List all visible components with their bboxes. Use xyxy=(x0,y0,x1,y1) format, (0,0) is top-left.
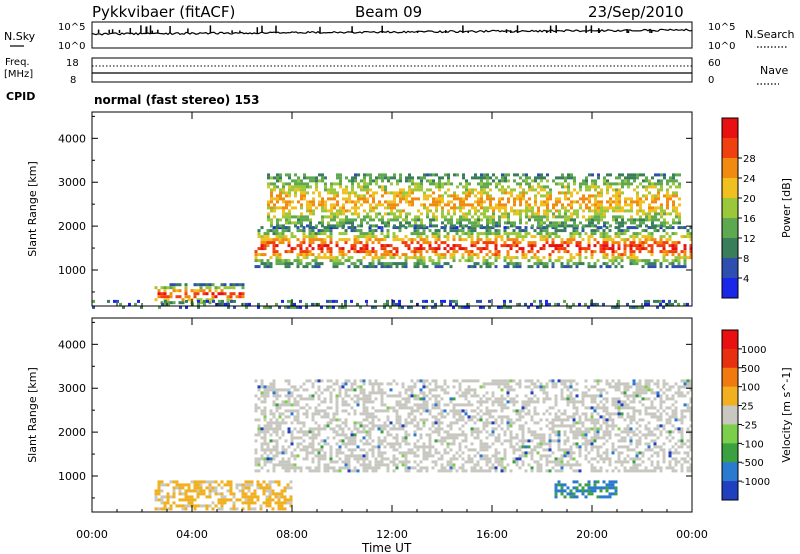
power-colorbar-swatch-3 xyxy=(722,178,738,199)
nsearch-tick-top: 10^5 xyxy=(708,22,735,33)
x-axis-label: Time UT xyxy=(361,541,412,554)
power-colorbar-label-2: 12 xyxy=(743,234,756,245)
power-colorbar-label-3: 16 xyxy=(743,214,756,225)
power-ylabel: Slant Range [km] xyxy=(26,161,39,257)
nave-tick-top: 60 xyxy=(708,58,721,69)
freq-label-2: [MHz] xyxy=(4,69,33,80)
velocity-plot-frame xyxy=(91,317,693,513)
xtick-label-3: 12:00 xyxy=(376,528,408,541)
freq-strip-frame xyxy=(91,57,693,83)
power-colorbar-swatch-1 xyxy=(722,138,738,159)
power-echo-region-0 xyxy=(154,283,245,305)
velocity-colorbar-label-1: 500 xyxy=(741,364,760,375)
nsky-line xyxy=(91,28,693,36)
power-echo-region-2 xyxy=(267,173,681,228)
freq-tick-top: 18 xyxy=(66,58,79,69)
power-colorbar-label-1: 8 xyxy=(743,254,749,265)
velocity-colorbar-swatch-4 xyxy=(722,405,738,425)
velocity-colorbar-label-2: 100 xyxy=(741,383,760,394)
date-title: 23/Sep/2010 xyxy=(588,3,684,21)
velocity-colorbar-label-5: -100 xyxy=(741,439,764,450)
power-colorbar-label-6: 28 xyxy=(743,154,756,165)
velocity-echo-region-1 xyxy=(154,480,293,511)
power-heatmap-panel: 1000 2000 3000 4000 Slant Range [km] 4 8 12 16 20… xyxy=(26,111,793,309)
velocity-colorbar: 1000 500 100 25 -25 -100 -500 -1000 Velocity [m … xyxy=(721,329,793,501)
power-ytick-label-1: 2000 xyxy=(58,220,86,233)
xtick-label-5: 20:00 xyxy=(576,528,608,541)
velocity-colorbar-swatch-5 xyxy=(722,424,738,444)
velocity-colorbar-label-4: -25 xyxy=(741,420,757,431)
station-title: Pykkvibaer (fitACF) xyxy=(92,3,235,21)
nave-tick-bottom: 0 xyxy=(708,75,714,86)
power-colorbar-swatch-8 xyxy=(722,278,738,299)
nsky-tick-top: 10^5 xyxy=(58,22,85,33)
velocity-colorbar-swatch-0 xyxy=(722,330,738,350)
velocity-colorbar-swatch-3 xyxy=(722,386,738,407)
velocity-ytick-label-1: 2000 xyxy=(58,426,86,439)
power-colorbar-swatch-2 xyxy=(722,158,738,179)
velocity-ylabel: Slant Range [km] xyxy=(26,367,39,463)
velocity-colorbar-swatch-6 xyxy=(722,443,738,463)
velocity-ytick-label-3: 4000 xyxy=(58,338,86,351)
velocity-colorbar-frame xyxy=(721,329,739,501)
power-colorbar-swatch-7 xyxy=(722,258,738,279)
velocity-echo-region-0 xyxy=(254,379,693,473)
velocity-colorbar-label-0: 1000 xyxy=(741,345,766,356)
velocity-echo-region-2 xyxy=(554,480,618,499)
nsky-label: N.Sky xyxy=(4,30,36,43)
power-colorbar-swatch-0 xyxy=(722,118,738,139)
velocity-ytick-label-0: 1000 xyxy=(58,470,86,483)
velocity-colorbar-swatch-8 xyxy=(722,481,738,501)
xtick-label-6: 00:00 xyxy=(676,528,708,541)
power-ytick-label-2: 3000 xyxy=(58,176,86,189)
velocity-colorbar-swatch-7 xyxy=(722,462,738,482)
freq-tick-bottom: 8 xyxy=(70,75,76,86)
power-colorbar-swatch-6 xyxy=(722,238,738,259)
velocity-colorbar-label-6: -500 xyxy=(741,458,764,469)
power-colorbar: 4 8 12 16 20 24 28 Power [dB] xyxy=(721,117,793,299)
velocity-ytick-label-2: 3000 xyxy=(58,382,86,395)
velocity-colorbar-label-7: -1000 xyxy=(741,477,770,488)
power-echo-region-1 xyxy=(254,226,693,269)
nsky-tick-bottom: 10^0 xyxy=(58,41,85,52)
time-axis: 00:00 04:00 08:00 12:00 16:00 20:00 00:00 xyxy=(76,528,708,541)
power-colorbar-label-0: 4 xyxy=(743,274,749,285)
xtick-label-4: 16:00 xyxy=(476,528,508,541)
xtick-label-0: 00:00 xyxy=(76,528,108,541)
power-ytick-label-3: 4000 xyxy=(58,132,86,145)
cpid-label: CPID xyxy=(6,90,35,103)
nsky-trace xyxy=(91,25,693,36)
xtick-label-2: 08:00 xyxy=(276,528,308,541)
power-colorbar-frame xyxy=(721,117,739,299)
freq-label-1: Freq. xyxy=(5,57,30,68)
velocity-colorbar-title: Velocity [m s^-1] xyxy=(780,367,793,462)
power-echo-cells xyxy=(92,173,693,309)
xtick-label-1: 04:00 xyxy=(176,528,208,541)
beam-title: Beam 09 xyxy=(355,3,422,21)
nsky-strip-frame xyxy=(91,21,693,49)
cpid-text: normal (fast stereo) 153 xyxy=(94,93,260,107)
velocity-echo-cells xyxy=(154,379,693,511)
power-colorbar-swatch-5 xyxy=(722,218,738,239)
nsearch-tick-bottom: 10^0 xyxy=(708,41,735,52)
power-ytick-label-0: 1000 xyxy=(58,264,86,277)
power-colorbar-title: Power [dB] xyxy=(780,178,793,238)
nave-label: Nave xyxy=(760,64,788,77)
velocity-colorbar-swatch-2 xyxy=(722,367,738,388)
power-colorbar-swatch-4 xyxy=(722,198,738,219)
velocity-colorbar-label-3: 25 xyxy=(741,402,754,413)
power-colorbar-label-5: 24 xyxy=(743,174,756,185)
nsearch-label: N.Search xyxy=(745,28,795,41)
velocity-colorbar-swatch-1 xyxy=(722,348,738,369)
power-colorbar-label-4: 20 xyxy=(743,194,756,205)
